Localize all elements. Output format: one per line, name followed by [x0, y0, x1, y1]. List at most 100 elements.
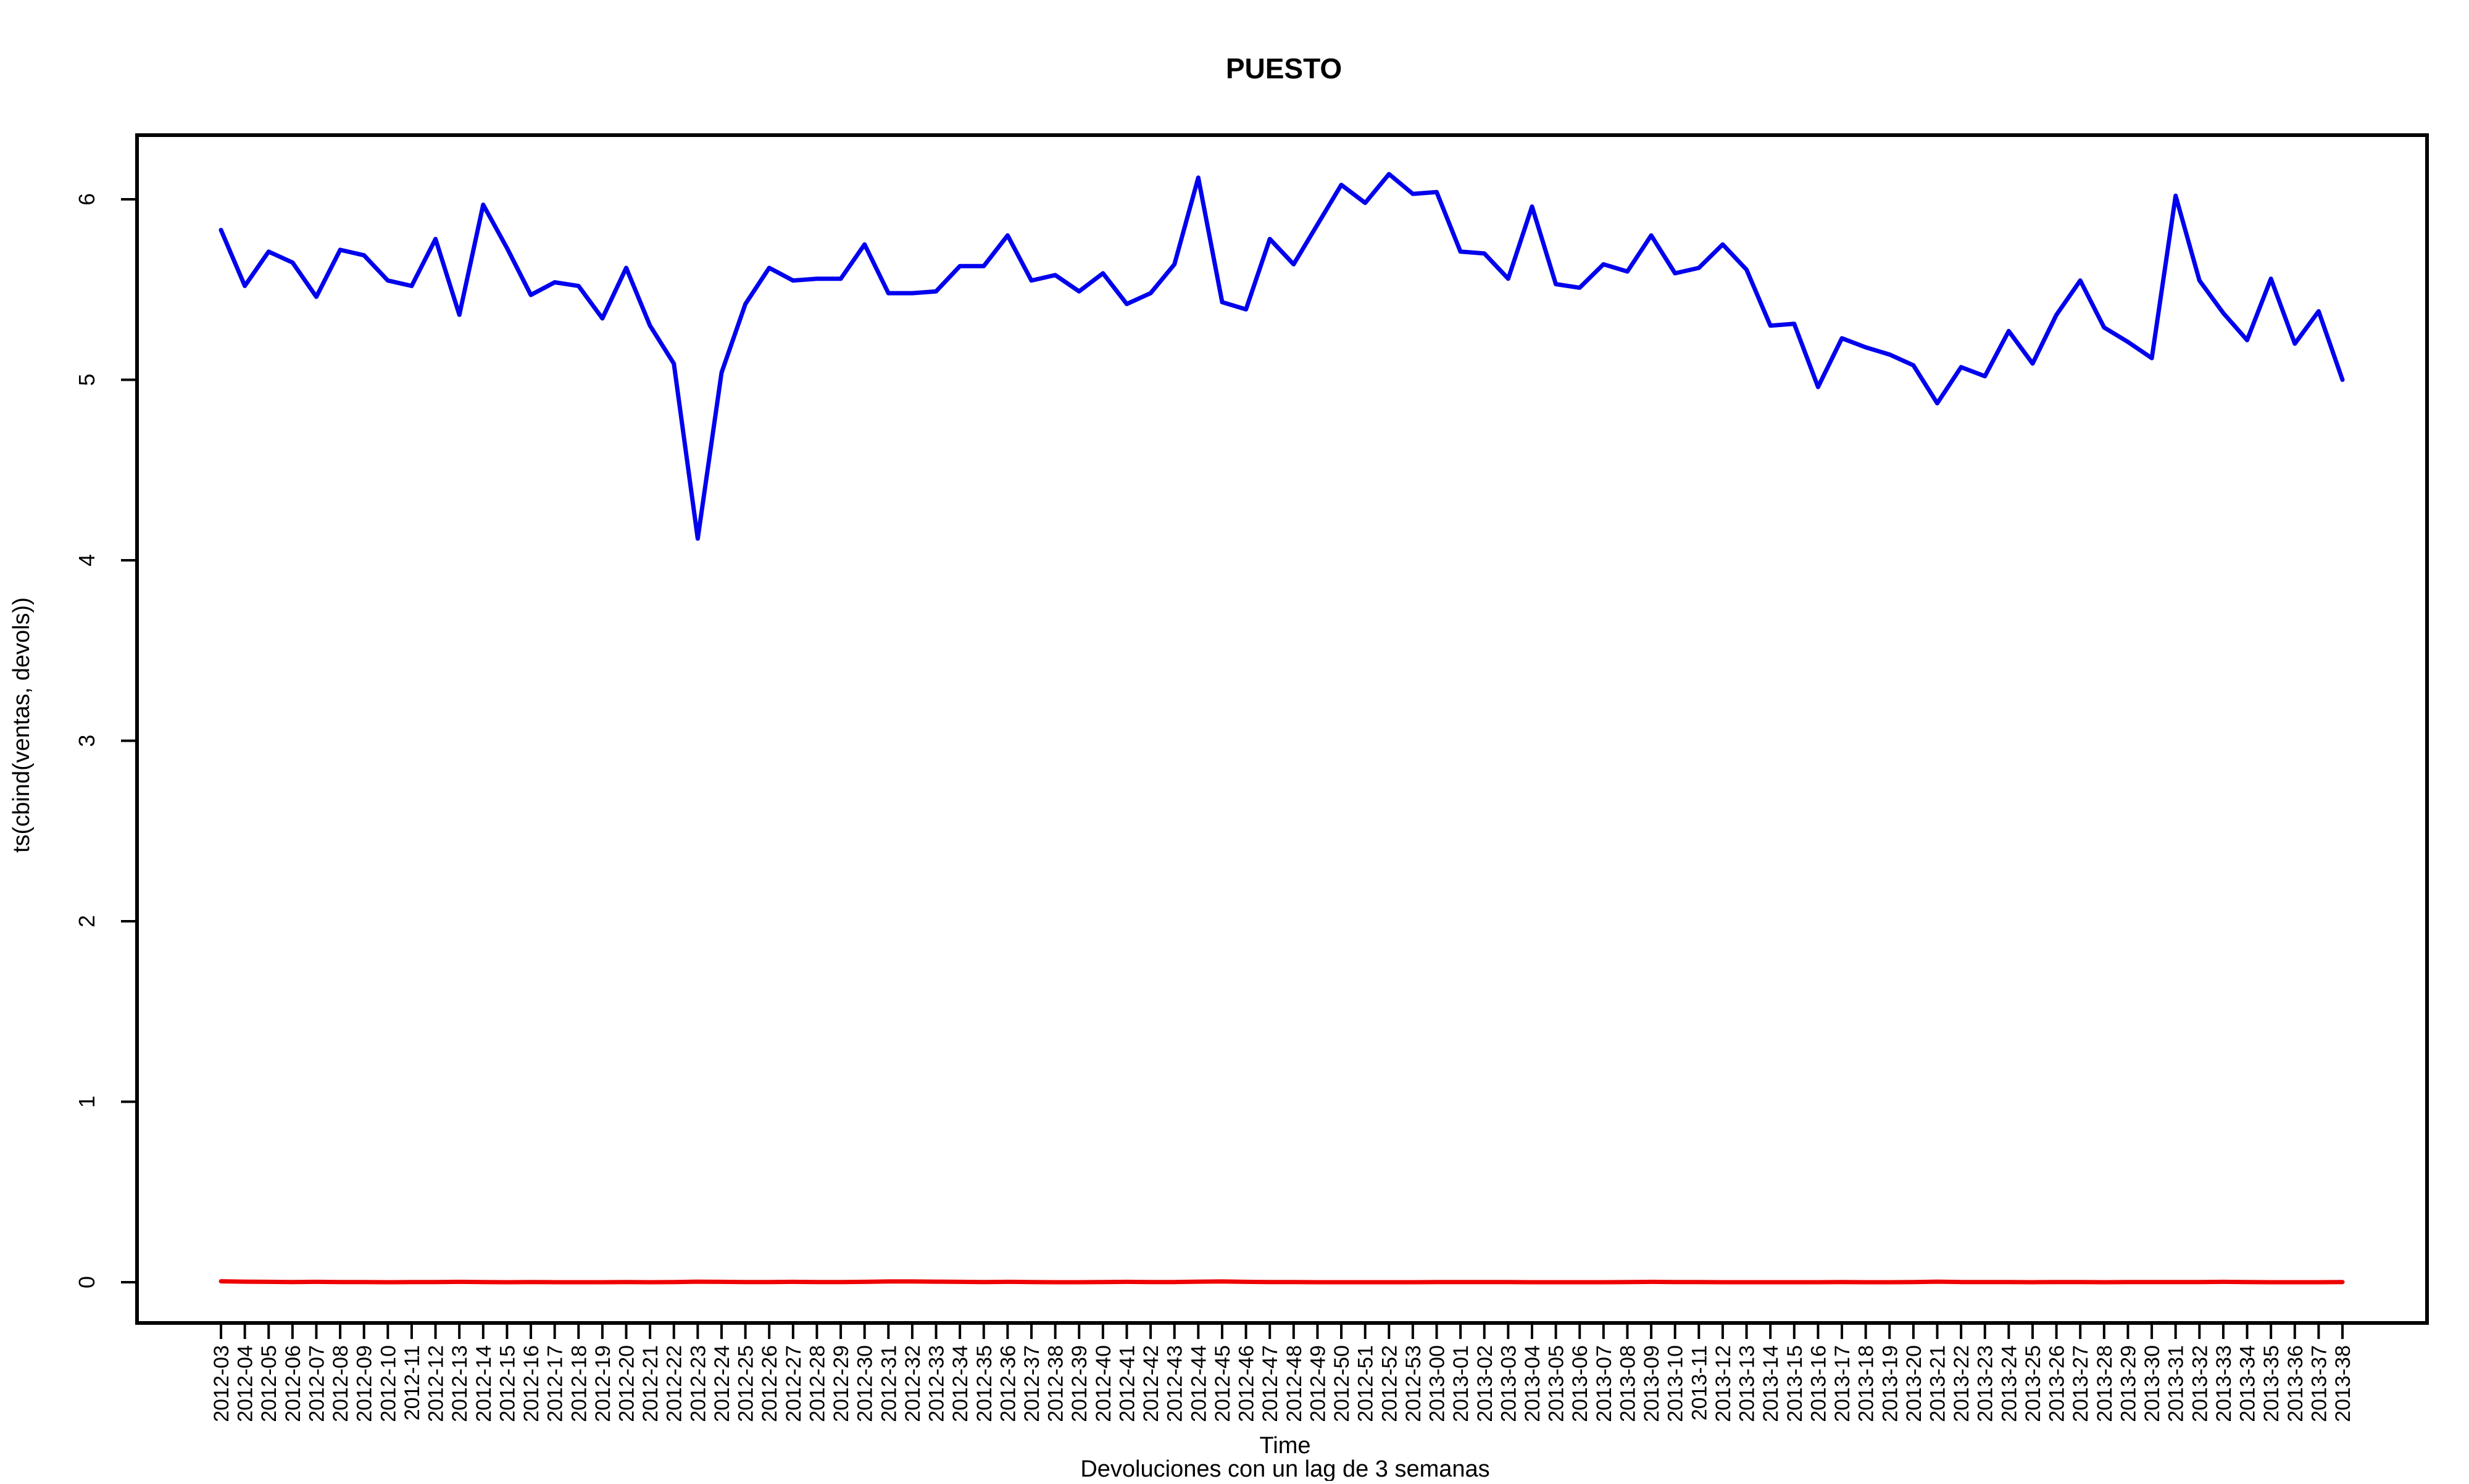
x-tick-label: 2012-49 — [1306, 1345, 1330, 1422]
chart-note: Devoluciones con un lag de 3 semanas — [1080, 1456, 1489, 1481]
x-tick-label: 2012-41 — [1115, 1345, 1139, 1422]
x-tick-label: 2012-38 — [1044, 1345, 1068, 1422]
x-tick-label: 2013-19 — [1878, 1345, 1902, 1422]
x-tick-label: 2013-33 — [2212, 1345, 2236, 1422]
y-tick-label: 2 — [74, 915, 99, 927]
y-tick-label: 3 — [74, 734, 99, 747]
x-tick-label: 2013-38 — [2331, 1345, 2355, 1422]
y-tick-label: 6 — [74, 193, 99, 205]
x-tick-label: 2012-34 — [949, 1345, 972, 1422]
x-tick-label: 2013-11 — [1688, 1345, 1711, 1420]
series-line-ventas — [219, 172, 2345, 541]
x-tick-label: 2012-35 — [973, 1345, 996, 1422]
y-tick-label: 0 — [74, 1276, 99, 1288]
series-layer — [219, 172, 2345, 1285]
x-tick-label: 2012-31 — [877, 1345, 901, 1422]
y-axis: 0 1 2 3 4 5 6 — [74, 193, 137, 1288]
x-tick-label: 2012-46 — [1235, 1345, 1259, 1422]
x-tick-label: 2013-20 — [1902, 1345, 1926, 1422]
x-tick-label: 2013-13 — [1736, 1345, 1759, 1422]
x-tick-label: 2012-50 — [1330, 1345, 1354, 1422]
x-tick-label: 2012-22 — [663, 1345, 686, 1422]
x-tick-label: 2012-19 — [591, 1345, 615, 1422]
x-tick-label: 2012-20 — [615, 1345, 639, 1422]
x-tick-label: 2012-36 — [996, 1345, 1020, 1422]
x-tick-label: 2012-07 — [305, 1345, 328, 1422]
x-tick-label: 2012-33 — [925, 1345, 949, 1422]
x-tick-label: 2012-48 — [1283, 1345, 1306, 1422]
x-tick-label: 2012-42 — [1139, 1345, 1163, 1422]
chart-title: PUESTO — [1226, 52, 1342, 85]
x-tick-label: 2012-45 — [1211, 1345, 1234, 1422]
x-tick-label: 2012-52 — [1378, 1345, 1401, 1422]
x-tick-label: 2012-12 — [425, 1345, 448, 1422]
x-tick-label: 2013-06 — [1568, 1345, 1592, 1422]
x-tick-label: 2013-00 — [1426, 1345, 1449, 1422]
x-tick-label: 2012-21 — [639, 1345, 662, 1422]
x-tick-label: 2012-23 — [686, 1345, 710, 1422]
x-tick-label: 2012-44 — [1187, 1345, 1210, 1422]
series-line-devols — [219, 1279, 2345, 1285]
x-tick-label: 2013-07 — [1593, 1345, 1616, 1422]
x-tick-label: 2013-17 — [1831, 1345, 1854, 1422]
x-tick-label: 2013-12 — [1712, 1345, 1735, 1422]
x-tick-label: 2013-27 — [2069, 1345, 2092, 1422]
y-tick-label: 1 — [74, 1095, 99, 1108]
x-tick-label: 2013-36 — [2284, 1345, 2307, 1422]
x-tick-label: 2013-23 — [1974, 1345, 1997, 1422]
x-tick-label: 2012-47 — [1259, 1345, 1282, 1422]
x-tick-label: 2012-17 — [544, 1345, 567, 1422]
x-tick-label: 2013-25 — [2021, 1345, 2045, 1422]
x-tick-label: 2012-39 — [1068, 1345, 1091, 1422]
x-tick-label: 2012-27 — [782, 1345, 806, 1422]
x-tick-label: 2012-53 — [1402, 1345, 1425, 1422]
x-tick-label: 2012-26 — [758, 1345, 781, 1422]
x-tick-label: 2012-03 — [210, 1345, 233, 1422]
x-tick-label: 2013-04 — [1521, 1345, 1544, 1422]
x-tick-label: 2013-10 — [1664, 1345, 1688, 1422]
x-axis-label: Time — [1259, 1433, 1310, 1459]
x-tick-label: 2013-37 — [2307, 1345, 2331, 1422]
x-tick-label: 2012-08 — [329, 1345, 352, 1422]
x-tick-label: 2012-16 — [520, 1345, 543, 1422]
x-tick-label: 2012-05 — [257, 1345, 281, 1422]
x-tick-label: 2012-32 — [901, 1345, 925, 1422]
x-tick-label: 2013-35 — [2260, 1345, 2283, 1422]
x-tick-label: 2013-32 — [2188, 1345, 2212, 1422]
x-tick-label: 2013-24 — [1997, 1345, 2021, 1422]
x-tick-label: 2012-25 — [735, 1345, 758, 1422]
x-tick-label: 2013-01 — [1449, 1345, 1473, 1422]
x-axis: 2012-03 2012-04 2012-05 2012-06 2012-07 2012-… — [210, 1323, 2355, 1422]
x-tick-label: 2013-18 — [1855, 1345, 1878, 1422]
x-tick-label: 2013-31 — [2165, 1345, 2188, 1422]
x-tick-label: 2013-28 — [2093, 1345, 2117, 1422]
x-tick-label: 2013-05 — [1545, 1345, 1568, 1422]
x-tick-label: 2013-14 — [1759, 1345, 1783, 1422]
x-tick-label: 2012-14 — [472, 1345, 496, 1422]
x-tick-label: 2012-04 — [234, 1345, 257, 1422]
x-tick-label: 2013-30 — [2141, 1345, 2164, 1422]
x-tick-label: 2012-18 — [567, 1345, 591, 1422]
x-tick-label: 2013-08 — [1616, 1345, 1639, 1422]
x-tick-label: 2012-15 — [496, 1345, 519, 1422]
x-tick-label: 2012-51 — [1354, 1345, 1378, 1422]
x-tick-label: 2012-40 — [1092, 1345, 1115, 1422]
y-axis-label: ts(cbind(ventas, devols)) — [9, 597, 35, 853]
x-tick-label: 2013-21 — [1926, 1345, 1949, 1422]
x-tick-label: 2012-09 — [353, 1345, 377, 1422]
x-tick-label: 2013-15 — [1783, 1345, 1807, 1422]
x-tick-label: 2012-37 — [1020, 1345, 1044, 1422]
x-tick-label: 2013-26 — [2046, 1345, 2069, 1422]
x-tick-label: 2012-28 — [806, 1345, 829, 1422]
x-tick-label: 2013-09 — [1640, 1345, 1663, 1422]
x-tick-label: 2012-24 — [710, 1345, 734, 1422]
x-tick-label: 2013-22 — [1950, 1345, 1973, 1422]
y-tick-label: 4 — [74, 554, 99, 566]
x-tick-label: 2013-16 — [1807, 1345, 1830, 1422]
x-tick-label: 2012-43 — [1164, 1345, 1187, 1422]
x-tick-label: 2013-29 — [2117, 1345, 2140, 1422]
x-tick-label: 2013-02 — [1473, 1345, 1497, 1422]
x-tick-label: 2012-13 — [448, 1345, 472, 1422]
